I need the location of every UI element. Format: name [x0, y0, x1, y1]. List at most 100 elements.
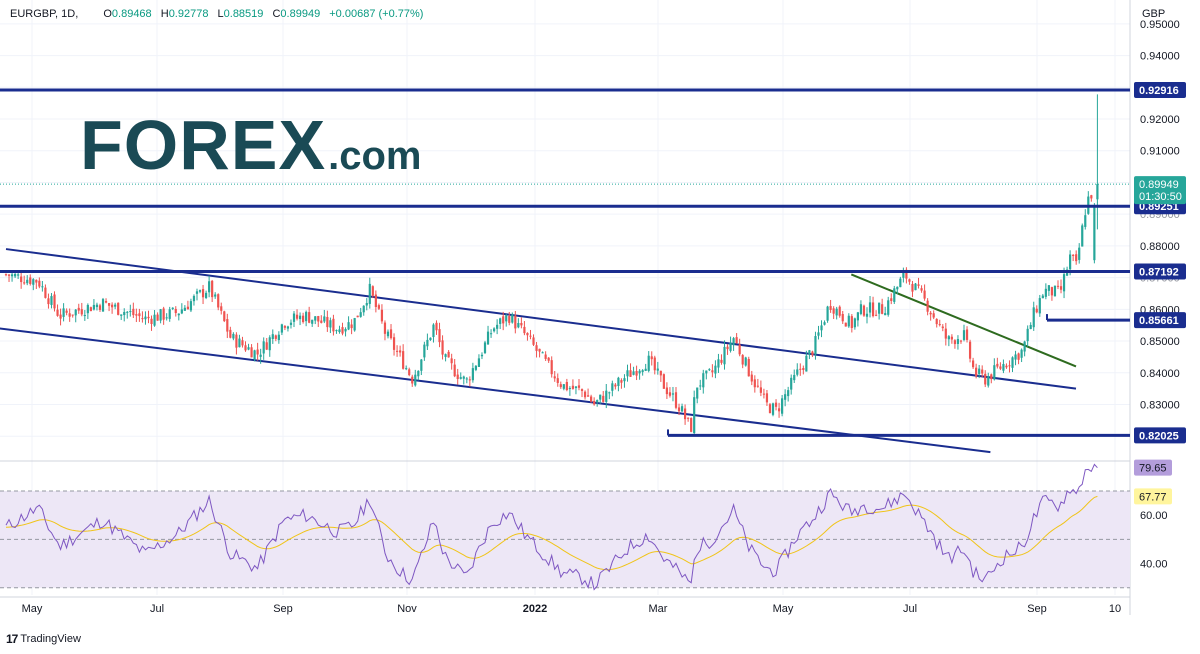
- candle-body: [168, 309, 171, 319]
- candle-body: [759, 387, 762, 393]
- candle-body: [198, 290, 202, 292]
- candle-body: [165, 317, 168, 319]
- candle-body: [62, 308, 65, 317]
- candle-body: [508, 316, 511, 323]
- candle-body: [289, 322, 293, 325]
- candle-body: [944, 328, 947, 339]
- candle-body: [1059, 286, 1063, 290]
- candle-body: [702, 373, 705, 388]
- candle-body: [899, 278, 902, 288]
- candle-body: [953, 340, 957, 345]
- candle-body: [559, 384, 562, 388]
- candle-body: [532, 337, 535, 345]
- candle-body: [1041, 295, 1044, 299]
- candle-body: [114, 304, 117, 307]
- candle-body: [44, 287, 47, 298]
- tradingview-footer[interactable]: 17 TradingView: [6, 632, 81, 646]
- candle-body: [253, 350, 256, 360]
- candle-body: [520, 322, 523, 326]
- candle-body: [326, 316, 329, 328]
- candle-body: [1056, 285, 1060, 287]
- candle-body: [386, 331, 390, 337]
- candle-body: [308, 312, 311, 323]
- candle-body: [220, 306, 223, 311]
- candle-body: [1002, 364, 1005, 371]
- candle-body: [629, 370, 632, 377]
- candle-body: [1053, 285, 1057, 297]
- candle-body: [286, 326, 290, 329]
- candle-body: [817, 332, 820, 336]
- candle-body: [771, 403, 775, 415]
- candle-body: [941, 326, 944, 329]
- candle-body: [732, 338, 735, 346]
- candle-body: [17, 274, 20, 276]
- candle-body: [408, 369, 411, 376]
- candle-body: [838, 306, 841, 316]
- x-tick-label: Sep: [273, 603, 293, 615]
- candle-body: [4, 274, 8, 276]
- candle-body: [1020, 349, 1023, 358]
- candle-body: [550, 360, 553, 375]
- candle-body: [214, 294, 217, 297]
- candle-body: [1005, 365, 1008, 368]
- candle-body: [20, 276, 23, 283]
- candle-body: [1044, 288, 1047, 297]
- candle-body: [796, 369, 799, 375]
- candle-body: [811, 351, 814, 356]
- candle-body: [602, 395, 605, 402]
- ohlc-header: EURGBP, 1D, O0.89468 H0.92778 L0.88519 C…: [10, 8, 429, 20]
- candle-body: [432, 324, 435, 338]
- candle-body: [599, 394, 602, 400]
- level-label-box: [1134, 312, 1186, 329]
- candle-body: [1023, 341, 1026, 352]
- candle-body: [426, 339, 429, 347]
- candle-body: [823, 322, 826, 325]
- y-tick-label: 0.84000: [1140, 368, 1180, 380]
- trendline-channel-lower: [0, 327, 991, 454]
- candle-body: [908, 279, 911, 282]
- candle-body: [784, 394, 787, 400]
- candle-body: [893, 288, 896, 302]
- candle-body: [729, 342, 732, 351]
- candle-body: [965, 329, 969, 340]
- candle-body: [535, 345, 538, 351]
- candle-body: [356, 315, 359, 318]
- candle-body: [526, 332, 529, 336]
- candle-body: [474, 365, 478, 370]
- candle-body: [323, 316, 326, 322]
- candle-body: [83, 314, 86, 317]
- candle-body: [841, 314, 844, 322]
- candle-body: [274, 335, 277, 339]
- candle-body: [614, 384, 617, 387]
- candle-body: [395, 350, 399, 352]
- candle-body: [189, 301, 193, 311]
- candle-body: [211, 280, 214, 298]
- candle-body: [186, 306, 189, 310]
- y-tick-label: 0.95000: [1140, 19, 1180, 31]
- candle-body: [805, 355, 808, 372]
- candle-body: [996, 363, 999, 367]
- candle-body: [247, 347, 250, 350]
- candle-body: [917, 284, 920, 286]
- candle-body: [192, 295, 196, 302]
- candle-body: [580, 389, 584, 391]
- candle-body: [832, 308, 835, 314]
- candle-body: [683, 408, 687, 420]
- candle-body: [414, 374, 417, 386]
- candle-body: [650, 356, 653, 360]
- candle-body: [984, 373, 987, 385]
- candle-body: [741, 355, 744, 365]
- candle-body: [799, 368, 802, 370]
- candle-body: [790, 377, 793, 390]
- candle-body: [571, 385, 575, 389]
- candle-body: [1075, 254, 1078, 262]
- candle-body: [399, 350, 402, 353]
- candle-body: [556, 378, 559, 383]
- candle-body: [335, 330, 338, 332]
- candle-body: [874, 314, 878, 316]
- candle-body: [932, 313, 935, 318]
- candle-body: [541, 352, 544, 354]
- candle-body: [111, 304, 114, 308]
- candle-body: [502, 316, 505, 324]
